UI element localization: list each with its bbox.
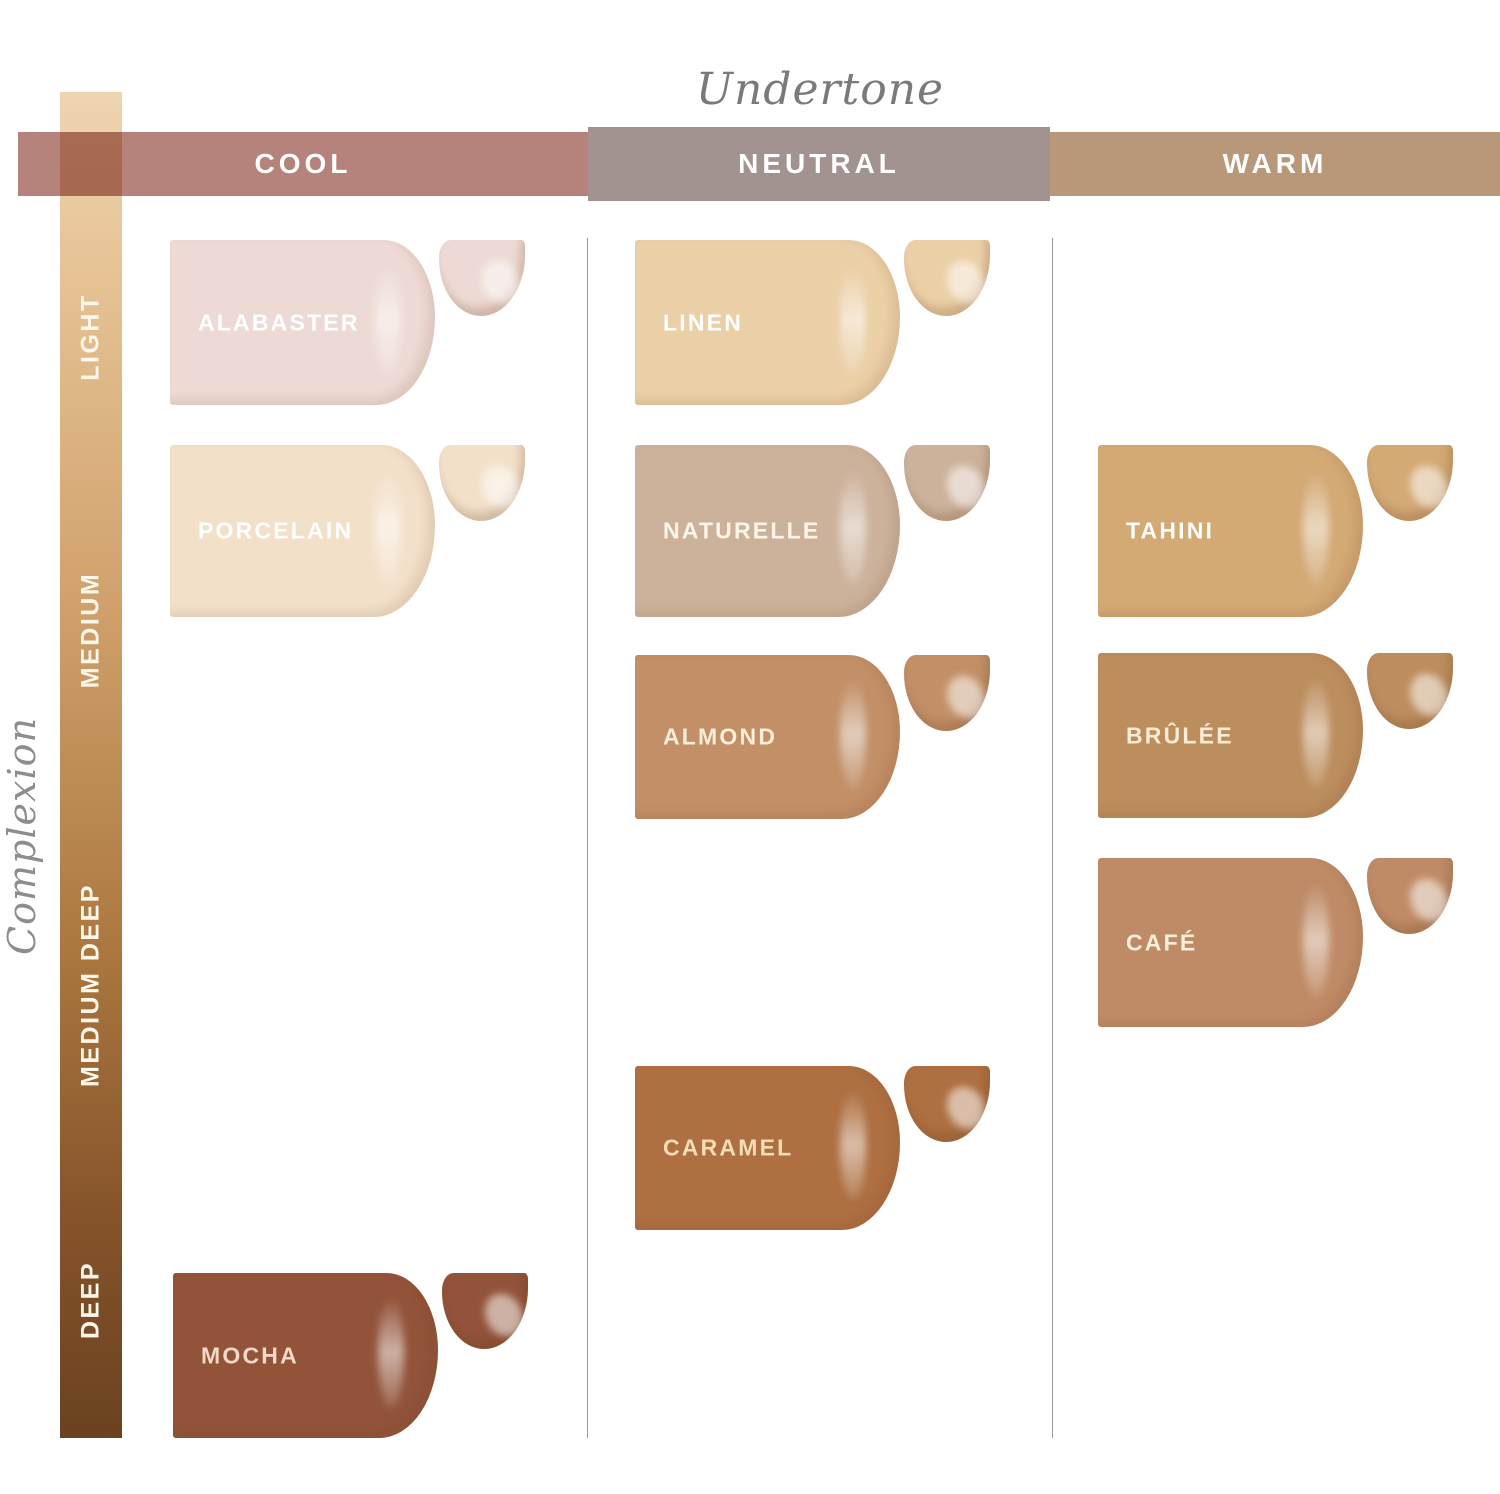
undertone-header-cool-label: COOL: [254, 148, 352, 179]
swatch-naturelle: NATURELLE: [635, 445, 990, 617]
swatch-smear: ALMOND: [635, 655, 900, 819]
droplet-icon: [904, 1066, 990, 1142]
swatch-smear: TAHINI: [1098, 445, 1363, 617]
droplet-icon: [439, 445, 525, 521]
column-divider-cool-neutral: [587, 238, 588, 1438]
droplet-icon: [439, 240, 525, 316]
shade-label: LINEN: [663, 309, 743, 335]
droplet-icon: [904, 655, 990, 731]
swatch-cafe: CAFÉ: [1098, 858, 1453, 1027]
swatch-smear: LINEN: [635, 240, 900, 405]
droplet-icon: [1367, 858, 1453, 934]
column-divider-neutral-warm: [1052, 238, 1053, 1438]
shade-label: CARAMEL: [663, 1134, 794, 1161]
undertone-header-warm-label: WARM: [1222, 148, 1328, 179]
swatch-smear: ALABASTER: [170, 240, 435, 405]
swatch-smear: CARAMEL: [635, 1066, 900, 1230]
swatch-smear: NATURELLE: [635, 445, 900, 617]
droplet-icon: [1367, 653, 1453, 729]
swatch-smear: CAFÉ: [1098, 858, 1363, 1027]
swatch-smear: MOCHA: [173, 1273, 438, 1438]
swatch-porcelain: PORCELAIN: [170, 445, 525, 617]
undertone-header-neutral-label: NEUTRAL: [738, 148, 900, 179]
undertone-header-bar: COOL NEUTRAL WARM: [18, 127, 1500, 201]
shade-label: CAFÉ: [1126, 929, 1198, 955]
droplet-icon: [904, 445, 990, 521]
swatch-tahini: TAHINI: [1098, 445, 1453, 617]
shade-label: ALABASTER: [198, 309, 360, 335]
swatch-caramel: CARAMEL: [635, 1066, 990, 1230]
shade-label: PORCELAIN: [198, 517, 354, 544]
swatch-brulee: BRÛLÉE: [1098, 653, 1453, 818]
shade-label: ALMOND: [663, 723, 778, 750]
shade-label: MOCHA: [201, 1342, 299, 1368]
swatch-smear: PORCELAIN: [170, 445, 435, 617]
shade-label: BRÛLÉE: [1126, 722, 1234, 748]
complexion-axis-title: Complexion: [0, 717, 44, 955]
undertone-axis-title: Undertone: [695, 64, 945, 115]
shade-label: TAHINI: [1126, 517, 1215, 544]
swatch-alabaster: ALABASTER: [170, 240, 525, 405]
swatch-smear: BRÛLÉE: [1098, 653, 1363, 818]
complexion-level-light: LIGHT: [76, 293, 105, 381]
swatch-linen: LINEN: [635, 240, 990, 405]
droplet-icon: [442, 1273, 528, 1349]
complexion-level-medium-deep: MEDIUM DEEP: [76, 883, 105, 1087]
undertone-header-neutral: NEUTRAL: [588, 127, 1050, 201]
shade-label: NATURELLE: [663, 517, 821, 544]
droplet-icon: [904, 240, 990, 316]
droplet-icon: [1367, 445, 1453, 521]
complexion-level-medium: MEDIUM: [76, 571, 105, 689]
swatch-mocha: MOCHA: [173, 1273, 528, 1438]
swatch-almond: ALMOND: [635, 655, 990, 819]
undertone-header-warm: WARM: [1050, 132, 1500, 196]
complexion-level-deep: DEEP: [76, 1260, 105, 1340]
complexion-gradient-bar: LIGHT MEDIUM MEDIUM DEEP DEEP: [60, 92, 122, 1438]
